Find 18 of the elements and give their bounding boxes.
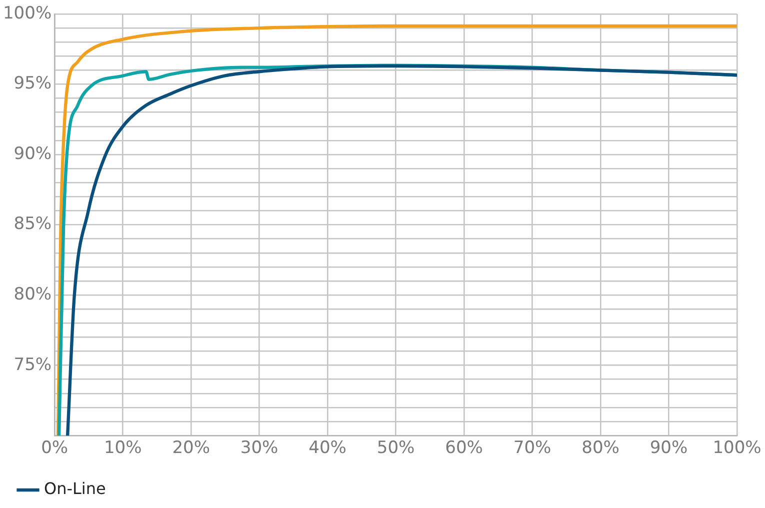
y-tick-label: 85% bbox=[14, 214, 52, 234]
y-tick-label: 95% bbox=[14, 74, 52, 94]
y-tick-label: 75% bbox=[14, 354, 52, 375]
x-tick-label: 70% bbox=[513, 438, 552, 458]
y-tick-label: 80% bbox=[14, 284, 52, 304]
y-tick-label: 90% bbox=[14, 144, 52, 164]
x-tick-label: 30% bbox=[240, 438, 278, 458]
x-tick-label: 0% bbox=[41, 438, 68, 458]
x-tick-label: 10% bbox=[104, 438, 142, 458]
x-tick-label: 40% bbox=[308, 438, 346, 458]
legend-label: On-Line bbox=[44, 479, 106, 498]
x-tick-label: 20% bbox=[172, 438, 210, 458]
x-tick-label: 100% bbox=[712, 438, 762, 458]
x-tick-label: 60% bbox=[445, 438, 483, 458]
y-tick-label: 100% bbox=[2, 3, 52, 24]
x-tick-label: 50% bbox=[376, 438, 415, 458]
x-tick-label: 80% bbox=[582, 438, 620, 458]
x-tick-label: 90% bbox=[650, 438, 688, 458]
